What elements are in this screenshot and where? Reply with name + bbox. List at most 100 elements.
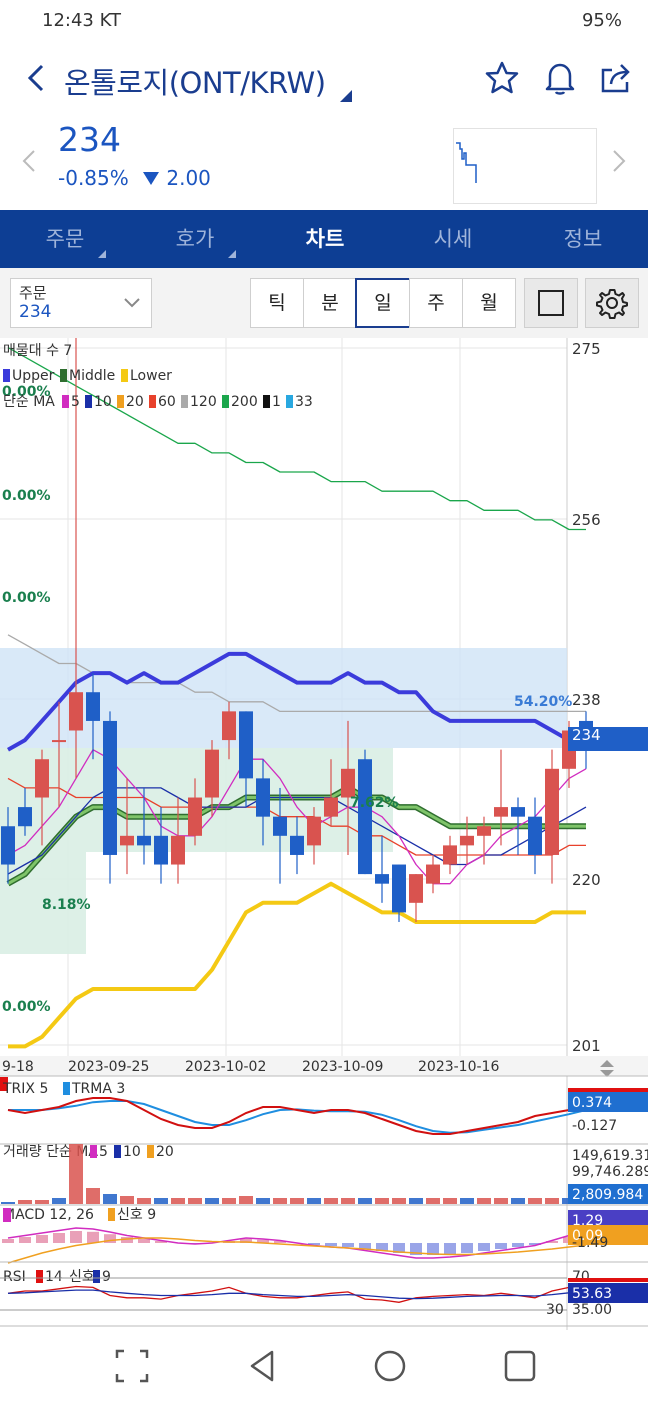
recent-apps-icon[interactable]: [114, 1348, 150, 1384]
tab-info[interactable]: 정보: [528, 210, 638, 268]
tab-orderbook[interactable]: 호가: [140, 210, 250, 268]
chart-controls: 주문 234 틱 분 일 주 월: [0, 268, 648, 338]
period-day[interactable]: 일: [355, 278, 411, 328]
macd-hist-2: [36, 1235, 48, 1243]
candle-body-4: [69, 692, 83, 731]
legend-ma-swatch-3: [149, 395, 156, 408]
candle-body-24: [409, 874, 423, 903]
volume-bar-14: [239, 1196, 253, 1204]
tab-chart[interactable]: 차트: [270, 210, 380, 268]
candle-body-12: [205, 749, 219, 798]
y-tick-label-0: 275: [572, 340, 601, 358]
tab-order-corner-icon: [98, 250, 106, 258]
macd-signal-value-box: [568, 1225, 648, 1245]
next-chevron-icon[interactable]: [610, 148, 628, 174]
volume-bar-17: [290, 1198, 304, 1204]
volume-bar-2: [35, 1200, 49, 1204]
legend-ma-swatch-4: [181, 395, 188, 408]
candle-body-16: [273, 816, 287, 836]
macd-hist-24: [410, 1243, 422, 1255]
volume-bar-28: [477, 1198, 491, 1204]
order-select-value: 234: [19, 302, 52, 322]
macd-hist-30: [512, 1243, 524, 1247]
period-minute[interactable]: 분: [303, 278, 357, 328]
prev-chevron-icon[interactable]: [20, 148, 38, 174]
volume-bar-19: [324, 1198, 338, 1204]
page-title-text: 온톨로지(ONT/KRW): [64, 66, 326, 100]
period-tick[interactable]: 틱: [250, 278, 304, 328]
candle-body-26: [443, 845, 457, 865]
macd-hist-1: [19, 1237, 31, 1243]
page-title[interactable]: 온톨로지(ONT/KRW): [64, 60, 353, 102]
legend-ma-2: 20: [126, 394, 144, 410]
vol-legend-3: 20: [156, 1144, 174, 1160]
star-icon[interactable]: [484, 60, 520, 96]
gear-icon: [596, 289, 628, 319]
mini-chart[interactable]: [453, 128, 597, 204]
legend-middle: Middle: [69, 368, 115, 384]
rsi-legend-2: 신호: [69, 1269, 95, 1285]
trix-top-marker: [568, 1088, 648, 1092]
trix-value: 0.374: [572, 1095, 612, 1111]
trix-legend-1: TRMA 3: [71, 1081, 125, 1097]
profile-zone-low: [0, 852, 86, 954]
period-week[interactable]: 주: [409, 278, 463, 328]
candle-body-32: [545, 768, 559, 855]
volume-bar-10: [171, 1198, 185, 1204]
fullscreen-button[interactable]: [524, 278, 578, 328]
x-tick-label-1: 2023-09-25: [68, 1059, 149, 1075]
candle-body-0: [1, 826, 15, 865]
tab-market[interactable]: 시세: [398, 210, 508, 268]
candle-body-29: [494, 807, 508, 817]
macd-signal-line: [7, 1237, 587, 1264]
macd-hist-23: [393, 1243, 405, 1253]
macd-hist-8: [138, 1239, 150, 1243]
candle-body-13: [222, 711, 236, 741]
macd-hist-25: [427, 1243, 439, 1255]
system-nav-bar: [0, 1330, 648, 1404]
macd-signal-value: 0.09: [572, 1228, 603, 1244]
order-select[interactable]: 주문 234: [10, 278, 152, 328]
nav-back-icon[interactable]: [244, 1348, 280, 1384]
back-arrow-icon[interactable]: [18, 60, 54, 96]
macd-min-value: -1.49: [572, 1235, 608, 1251]
candle-body-25: [426, 864, 440, 884]
rsi-legend-3: 9: [102, 1269, 111, 1285]
candle-body-15: [256, 778, 270, 817]
chart-area[interactable]: 275 256 238 234 220 201 0.00% 0.00% 0.00% 54.20%…: [0, 338, 648, 1330]
period-month[interactable]: 월: [462, 278, 516, 328]
volume-bar-9: [154, 1198, 168, 1204]
vol-legend-2: 10: [123, 1144, 141, 1160]
tab-order[interactable]: 주문: [10, 210, 120, 268]
axis-scroll-icon[interactable]: [600, 1060, 614, 1077]
share-icon[interactable]: [598, 60, 634, 96]
candle-body-7: [120, 835, 134, 846]
chevron-down-icon: [124, 298, 140, 308]
x-tick-label-4: 2023-10-16: [418, 1059, 499, 1075]
candle-body-14: [239, 711, 253, 779]
square-icon: [538, 290, 564, 316]
y-tick-label-5: 201: [572, 1037, 601, 1055]
macd-legend-1: 신호 9: [117, 1207, 156, 1223]
home-icon[interactable]: [372, 1348, 408, 1384]
macd-hist-20: [342, 1243, 354, 1247]
tab-orderbook-label: 호가: [175, 227, 215, 251]
vol-max-value: 149,619.314: [572, 1148, 648, 1164]
volume-bar-20: [341, 1198, 355, 1204]
legend-middle-swatch: [60, 369, 67, 382]
legend-ma-7: 33: [295, 394, 313, 410]
rsi-top-marker: [568, 1278, 648, 1282]
legend-ma-swatch-5: [222, 395, 229, 408]
macd-hist-21: [359, 1243, 371, 1249]
bell-icon[interactable]: [542, 60, 578, 96]
volume-bar-16: [273, 1198, 287, 1204]
overview-icon[interactable]: [502, 1348, 538, 1384]
status-battery: 95%: [581, 10, 622, 31]
vol-value: 2,809.984: [572, 1187, 643, 1203]
legend-upper: Upper: [12, 368, 55, 384]
rsi-legend-1: 14: [45, 1269, 63, 1285]
settings-button[interactable]: [585, 278, 639, 328]
rsi-legend-swatch-1: [36, 1270, 43, 1283]
rsi-lower-label: 30: [546, 1302, 564, 1318]
